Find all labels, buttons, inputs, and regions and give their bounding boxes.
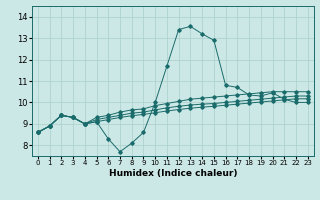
X-axis label: Humidex (Indice chaleur): Humidex (Indice chaleur): [108, 169, 237, 178]
